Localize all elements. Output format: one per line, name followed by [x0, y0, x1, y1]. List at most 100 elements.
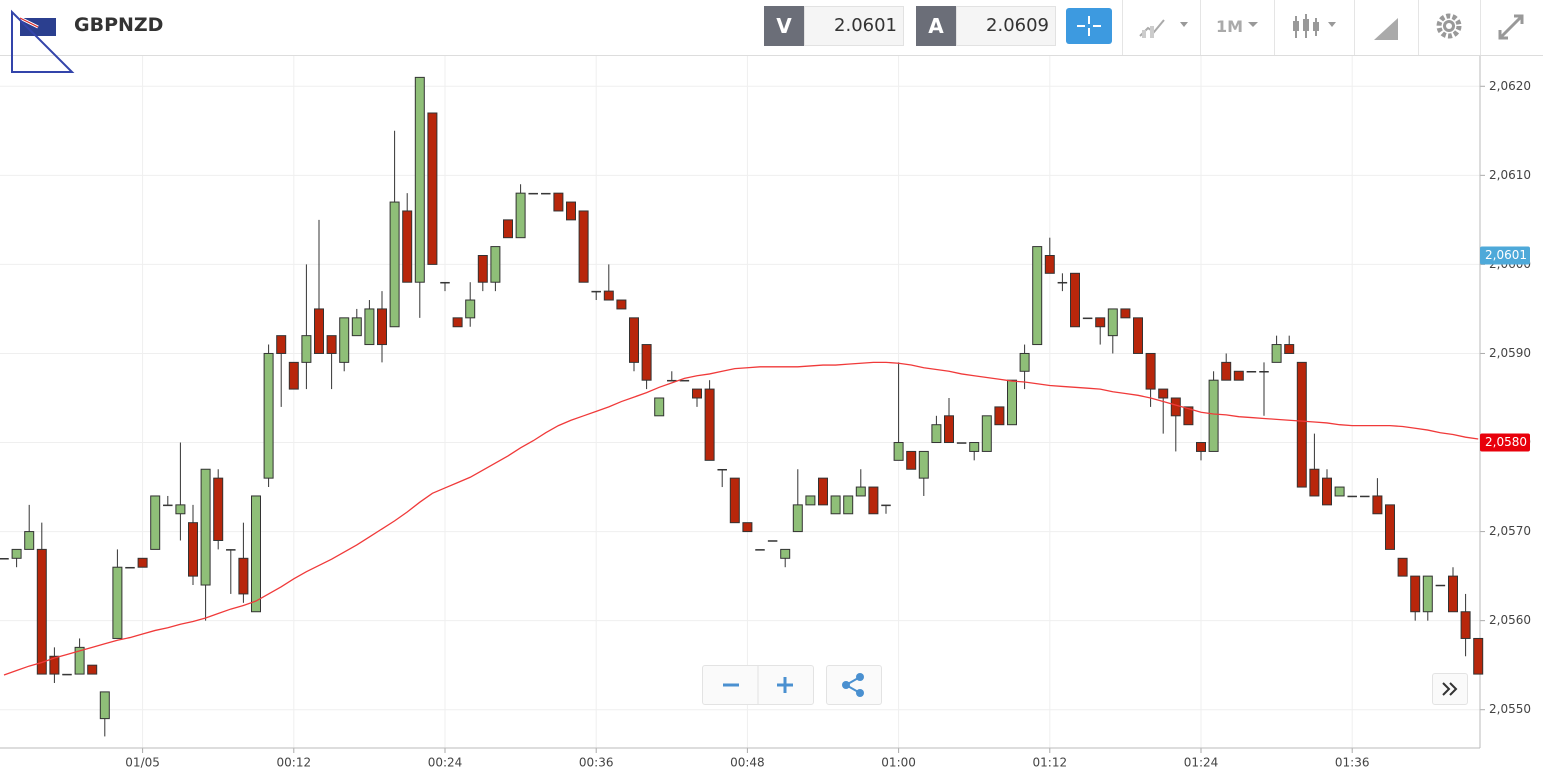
y-tick-label: 2,0620: [1489, 79, 1531, 93]
candle-body: [1372, 495, 1383, 515]
candle-body: [755, 549, 765, 551]
crosshair-button[interactable]: [1066, 8, 1112, 44]
price-tag-label: 2,0601: [1485, 248, 1527, 262]
x-tick-label: 01/05: [125, 756, 160, 770]
candle-body: [881, 504, 891, 507]
toolbar: GBPNZD V 2.0601 A 2.0609 1M: [0, 0, 1543, 73]
candle-body: [1095, 317, 1106, 328]
candle-body: [528, 192, 538, 195]
candle-body: [11, 548, 22, 559]
candle-body: [818, 477, 828, 506]
y-tick-label: 2,0560: [1489, 613, 1531, 627]
candle-body: [918, 450, 929, 479]
candle-body: [99, 691, 110, 720]
candle-body: [1322, 477, 1332, 506]
candle-body: [137, 557, 148, 568]
candle-body: [163, 504, 173, 507]
candle-body: [364, 308, 375, 346]
candle-body: [1233, 370, 1244, 381]
candle-body: [515, 192, 526, 239]
candle-body: [641, 344, 652, 381]
candle-body: [326, 335, 337, 354]
buy-price-text: 2.0609: [986, 15, 1049, 36]
price-tag: [1480, 246, 1530, 265]
candle-body: [1120, 308, 1131, 319]
y-tick-label: 2,0590: [1489, 346, 1531, 360]
candle-body: [931, 424, 942, 444]
candle-body: [276, 335, 287, 354]
candle-body: [1246, 371, 1257, 373]
candle-body: [1070, 272, 1080, 328]
draw-button[interactable]: [1372, 8, 1402, 44]
chart-type-button[interactable]: [1136, 8, 1192, 44]
candle-body: [767, 540, 778, 542]
candle-body: [956, 442, 967, 444]
candle-body: [1284, 344, 1295, 354]
candle-body: [213, 477, 224, 541]
candle-body: [1107, 308, 1118, 337]
candle-body: [805, 495, 816, 506]
flag-logo: [11, 9, 75, 73]
candle-body: [843, 495, 854, 515]
candle-body: [263, 352, 274, 479]
candle-body: [629, 317, 639, 363]
candle-body: [792, 504, 803, 533]
scroll-end-button[interactable]: [1432, 673, 1468, 705]
candle-body: [667, 379, 677, 382]
zoom-controls[interactable]: [702, 665, 814, 705]
candle-body: [1183, 406, 1194, 426]
candle-body: [389, 201, 400, 328]
sell-label[interactable]: V: [764, 6, 804, 46]
candle-body: [944, 415, 954, 444]
candle-body: [1044, 254, 1055, 274]
candle-body: [704, 388, 715, 461]
candle-body: [490, 246, 501, 283]
candle-body: [1271, 344, 1282, 363]
candle-body: [893, 442, 904, 461]
x-tick-label: 01:12: [1033, 756, 1068, 770]
candle-body: [238, 557, 249, 595]
share-button[interactable]: [826, 665, 882, 705]
y-tick-label: 2,0570: [1489, 524, 1531, 538]
candle-body: [1145, 352, 1156, 390]
candle-body: [150, 495, 161, 550]
candle-body: [440, 281, 450, 284]
candle-body: [1019, 352, 1030, 372]
y-tick-label: 2,0610: [1489, 168, 1531, 182]
candle-body: [578, 210, 589, 283]
candle-body: [402, 210, 413, 283]
candle-button[interactable]: [1288, 8, 1344, 44]
candle-body: [175, 504, 186, 515]
candle-body: [339, 317, 350, 363]
candle-body: [868, 486, 879, 515]
candle-body: [692, 388, 702, 399]
candle-body: [1334, 486, 1345, 497]
candle-body: [1296, 361, 1307, 488]
candle-body: [1410, 575, 1421, 613]
y-tick-label: 2,0550: [1489, 702, 1531, 716]
candle-body: [36, 548, 47, 675]
candle-body: [906, 450, 917, 470]
candle-body: [1347, 495, 1357, 498]
sell-price[interactable]: 2.0601: [804, 6, 904, 46]
candle-body: [591, 290, 601, 293]
candle-body: [981, 415, 992, 452]
buy-price[interactable]: 2.0609: [956, 6, 1056, 46]
candle-body: [780, 548, 791, 559]
settings-button[interactable]: [1434, 8, 1464, 44]
candle-body: [465, 299, 476, 319]
candle-body: [49, 655, 60, 675]
candle-body: [1196, 442, 1206, 452]
candle-body: [314, 308, 324, 354]
candle-body: [1007, 379, 1017, 426]
candle-body: [616, 299, 627, 310]
candle-body: [541, 192, 551, 195]
x-tick-label: 01:00: [881, 756, 916, 770]
fullscreen-button[interactable]: [1496, 8, 1526, 44]
candle-body: [251, 495, 261, 613]
timeframe[interactable]: 1M: [1216, 17, 1244, 36]
candle-body: [855, 486, 866, 497]
candle-body: [553, 192, 564, 212]
buy-label[interactable]: A: [916, 6, 956, 46]
price-tag: [1480, 433, 1530, 452]
